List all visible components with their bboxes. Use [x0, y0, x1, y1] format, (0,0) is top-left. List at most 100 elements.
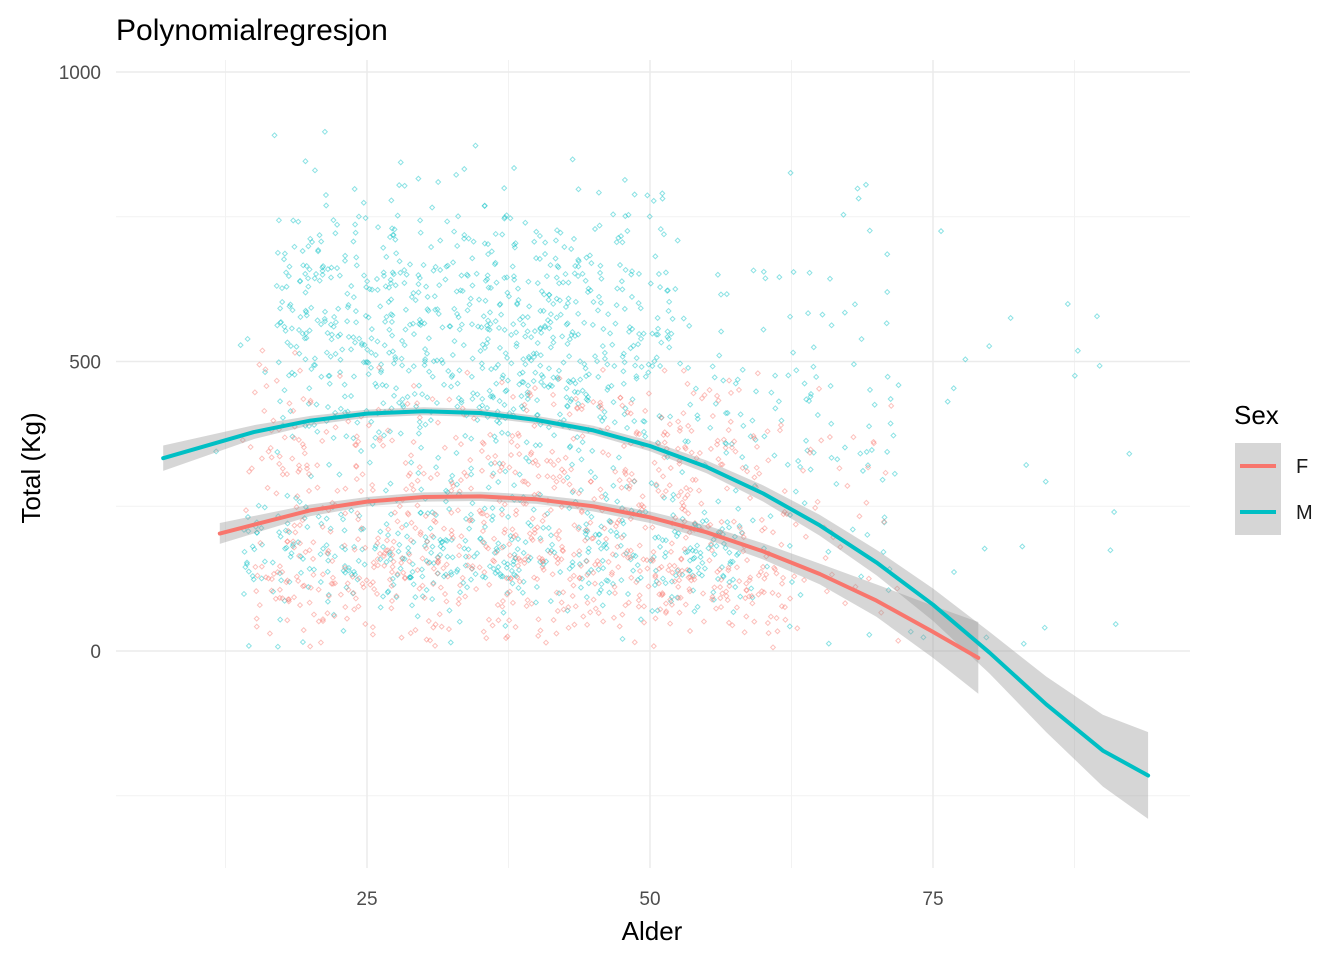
scatter-point-m — [421, 346, 429, 353]
scatter-point-m — [388, 318, 396, 326]
scatter-point-m — [618, 278, 625, 285]
scatter-point-f — [758, 527, 766, 534]
scatter-point-f — [713, 441, 721, 448]
scatter-point-m — [277, 319, 284, 326]
scatter-point-m — [318, 238, 325, 245]
scatter-point-m — [288, 369, 296, 376]
scatter-point-m — [481, 202, 488, 209]
scatter-point-m — [415, 175, 422, 182]
scatter-point-f — [434, 471, 441, 478]
scatter-point-f — [396, 503, 403, 510]
scatter-point-f — [870, 438, 877, 446]
scatter-point-f — [319, 617, 327, 625]
scatter-point-f — [638, 501, 645, 509]
x-axis-title: Alder — [622, 916, 683, 946]
scatter-point-f — [611, 589, 619, 597]
scatter-point-f — [506, 617, 513, 624]
scatter-point-m — [406, 573, 414, 581]
scatter-point-m — [321, 308, 329, 315]
scatter-point-f — [251, 389, 258, 396]
scatter-point-m — [308, 365, 315, 373]
scatter-point-f — [325, 592, 332, 600]
scatter-point-m — [589, 447, 596, 454]
scatter-point-m — [296, 350, 303, 357]
scatter-point-f — [624, 409, 631, 416]
scatter-point-f — [324, 610, 331, 617]
scatter-point-m — [537, 325, 544, 333]
scatter-point-m — [515, 296, 522, 304]
scatter-point-m — [418, 486, 425, 493]
scatter-point-m — [582, 530, 589, 538]
scatter-point-f — [398, 524, 406, 531]
scatter-point-f — [628, 574, 635, 581]
scatter-point-m — [530, 377, 537, 385]
scatter-point-m — [554, 262, 561, 270]
scatter-point-m — [654, 314, 661, 322]
scatter-point-m — [364, 358, 371, 366]
scatter-point-f — [314, 462, 321, 469]
scatter-point-f — [370, 559, 377, 566]
scatter-point-f — [253, 623, 260, 630]
scatter-point-f — [499, 597, 507, 605]
scatter-point-m — [583, 521, 590, 528]
scatter-point-f — [746, 593, 753, 600]
scatter-point-m — [582, 373, 590, 380]
scatter-point-m — [395, 399, 403, 406]
scatter-point-f — [622, 470, 629, 478]
scatter-point-m — [532, 442, 539, 449]
scatter-point-m — [401, 342, 408, 349]
scatter-point-f — [590, 535, 597, 542]
scatter-point-f — [355, 603, 362, 610]
scatter-point-m — [513, 343, 520, 350]
scatter-point-f — [407, 537, 415, 544]
scatter-point-f — [514, 442, 521, 450]
scatter-point-f — [717, 603, 725, 611]
scatter-point-m — [368, 349, 375, 356]
scatter-point-m — [337, 356, 344, 363]
scatter-point-m — [560, 279, 567, 286]
scatter-point-m — [907, 628, 914, 635]
scatter-point-f — [587, 519, 594, 526]
scatter-point-f — [501, 529, 508, 536]
scatter-point-m — [511, 571, 518, 578]
scatter-point-f — [656, 591, 663, 598]
scatter-point-f — [844, 482, 851, 489]
scatter-point-f — [575, 526, 582, 533]
scatter-point-f — [506, 464, 513, 471]
scatter-point-m — [401, 182, 408, 189]
scatter-point-f — [441, 444, 448, 451]
scatter-point-f — [419, 582, 426, 589]
scatter-point-m — [467, 576, 475, 583]
scatter-point-m — [405, 549, 412, 557]
scatter-point-f — [509, 393, 517, 400]
scatter-point-f — [539, 558, 546, 565]
scatter-point-f — [492, 452, 499, 460]
scatter-point-f — [501, 501, 508, 508]
scatter-point-m — [626, 324, 633, 331]
scatter-point-f — [578, 507, 585, 514]
scatter-point-f — [645, 390, 653, 397]
scatter-point-m — [462, 562, 469, 569]
scatter-point-f — [329, 580, 337, 587]
scatter-point-f — [295, 552, 303, 559]
scatter-point-f — [530, 574, 538, 581]
scatter-point-m — [306, 385, 313, 392]
scatter-point-f — [661, 439, 668, 446]
scatter-point-f — [290, 407, 297, 414]
scatter-point-m — [258, 541, 266, 548]
scatter-point-m — [299, 638, 307, 646]
scatter-point-f — [726, 582, 733, 590]
scatter-point-m — [588, 260, 595, 267]
scatter-point-m — [433, 357, 441, 364]
scatter-point-f — [675, 566, 682, 573]
scatter-point-m — [654, 325, 662, 332]
scatter-point-m — [469, 517, 476, 524]
scatter-point-m — [763, 563, 771, 570]
scatter-point-f — [578, 509, 585, 516]
scatter-point-m — [627, 345, 634, 352]
scatter-point-m — [303, 309, 310, 316]
scatter-point-f — [850, 433, 857, 441]
scatter-point-f — [812, 504, 819, 511]
scatter-point-m — [575, 524, 583, 531]
scatter-point-m — [499, 231, 506, 238]
